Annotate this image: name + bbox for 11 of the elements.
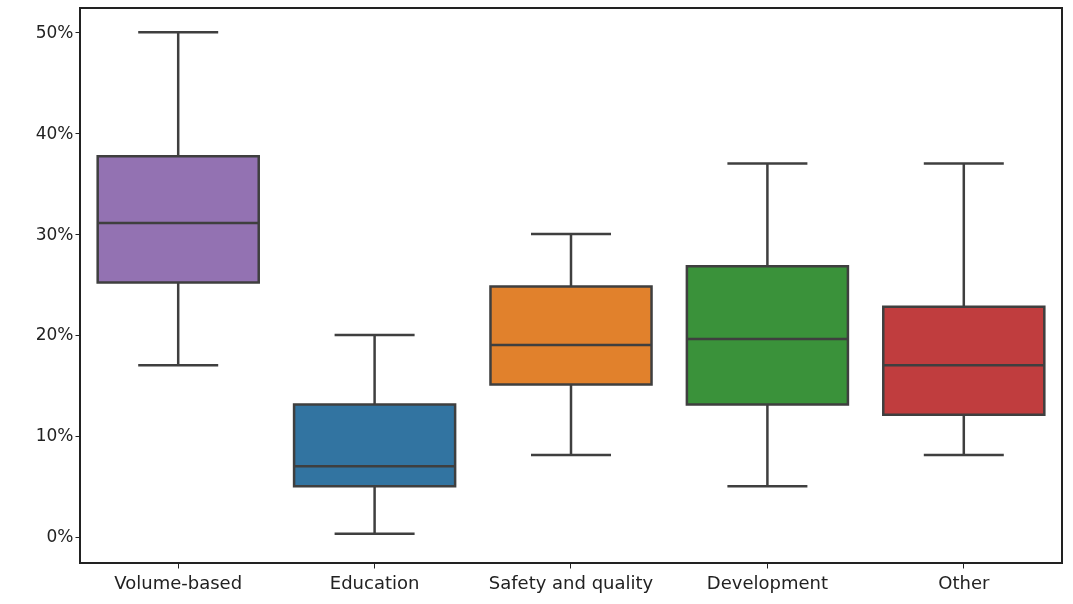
y-tick-label: 10%: [35, 425, 74, 446]
x-tick-label: Safety and quality: [488, 571, 654, 593]
x-tick-label: Development: [706, 571, 828, 593]
y-tick-label: 30%: [35, 223, 74, 244]
x-tick-label: Other: [938, 571, 990, 593]
y-tick-label: 0%: [46, 526, 74, 547]
y-tick-label: 20%: [35, 324, 74, 345]
y-tick-label: 50%: [35, 21, 74, 42]
x-tick-label: Education: [329, 571, 420, 593]
y-tick-label: 40%: [35, 122, 74, 143]
x-tick-label: Volume-based: [114, 571, 243, 593]
